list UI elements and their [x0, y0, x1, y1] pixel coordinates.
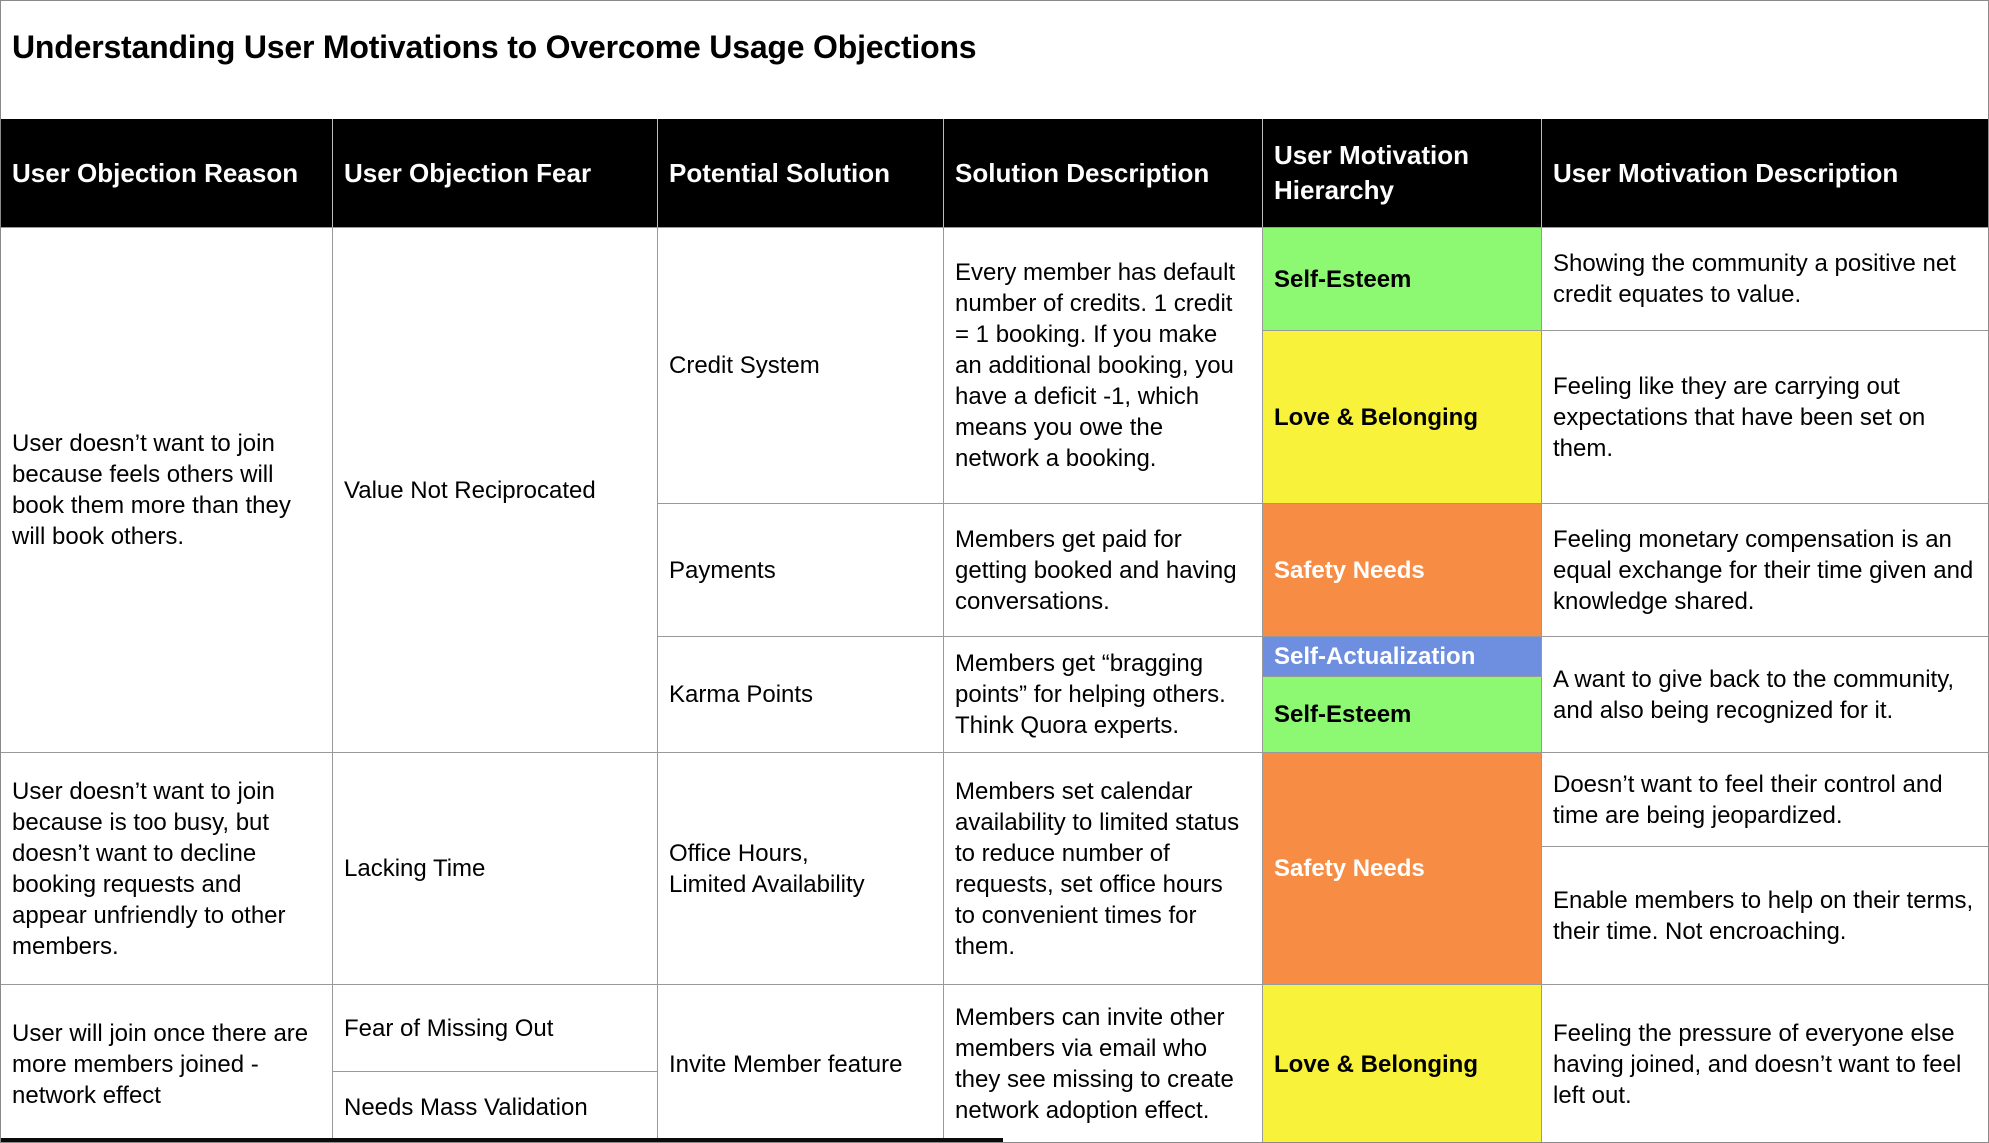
cell-motivation-desc-credit-2: Feeling like they are carrying out expec…: [1542, 331, 1988, 504]
cell-motivation-desc-office-2: Enable members to help on their terms, t…: [1542, 847, 1988, 985]
cell-description-karma-points: Members get “bragging points” for helpin…: [944, 637, 1263, 753]
hierarchy-badge-love-belonging-1: Love & Belonging: [1263, 331, 1542, 504]
cell-motivation-desc-office-1: Doesn’t want to feel their control and t…: [1542, 753, 1988, 847]
cell-description-credit-system: Every member has default number of credi…: [944, 228, 1263, 504]
hierarchy-badge-self-esteem-1: Self-Esteem: [1263, 228, 1542, 331]
hierarchy-badge-self-actualization: Self-Actualization: [1263, 637, 1542, 677]
column-header-objection-fear: User Objection Fear: [333, 119, 658, 228]
column-header-motivation-description: User Motivation Description: [1542, 119, 1988, 228]
hierarchy-badge-self-esteem-2: Self-Esteem: [1263, 677, 1542, 753]
cell-solution-payments: Payments: [658, 504, 944, 637]
hierarchy-badge-love-belonging-2: Love & Belonging: [1263, 985, 1542, 1142]
cell-objection-fear-3a: Fear of Missing Out: [333, 985, 658, 1072]
cell-motivation-desc-invite: Feeling the pressure of everyone else ha…: [1542, 985, 1988, 1142]
cell-motivation-desc-payments: Feeling monetary compensation is an equa…: [1542, 504, 1988, 637]
cell-motivation-desc-karma: A want to give back to the community, an…: [1542, 637, 1988, 753]
cell-objection-reason-3: User will join once there are more membe…: [1, 985, 333, 1142]
cell-objection-fear-2: Lacking Time: [333, 753, 658, 985]
column-header-solution-description: Solution Description: [944, 119, 1263, 228]
column-header-potential-solution: Potential Solution: [658, 119, 944, 228]
table-bottom-edge: [1, 1138, 1003, 1142]
motivations-table: User Objection Reason User Objection Fea…: [1, 119, 1988, 1142]
cell-description-invite-member: Members can invite other members via ema…: [944, 985, 1263, 1142]
column-header-objection-reason: User Objection Reason: [1, 119, 333, 228]
cell-solution-credit-system: Credit System: [658, 228, 944, 504]
cell-description-office-hours: Members set calendar availability to lim…: [944, 753, 1263, 985]
cell-solution-office-hours: Office Hours, Limited Availability: [658, 753, 944, 985]
cell-objection-fear-3b: Needs Mass Validation: [333, 1072, 658, 1142]
hierarchy-badge-safety-needs-2: Safety Needs: [1263, 753, 1542, 985]
cell-solution-invite-member: Invite Member feature: [658, 985, 944, 1142]
cell-objection-fear-1: Value Not Reciprocated: [333, 228, 658, 753]
cell-objection-reason-2: User doesn’t want to join because is too…: [1, 753, 333, 985]
page-title: Understanding User Motivations to Overco…: [12, 29, 977, 65]
column-header-motivation-hierarchy: User Motivation Hierarchy: [1263, 119, 1542, 228]
cell-description-payments: Members get paid for getting booked and …: [944, 504, 1263, 637]
cell-solution-karma-points: Karma Points: [658, 637, 944, 753]
hierarchy-badge-safety-needs-1: Safety Needs: [1263, 504, 1542, 637]
cell-motivation-desc-credit-1: Showing the community a positive net cre…: [1542, 228, 1988, 331]
cell-objection-reason-1: User doesn’t want to join because feels …: [1, 228, 333, 753]
